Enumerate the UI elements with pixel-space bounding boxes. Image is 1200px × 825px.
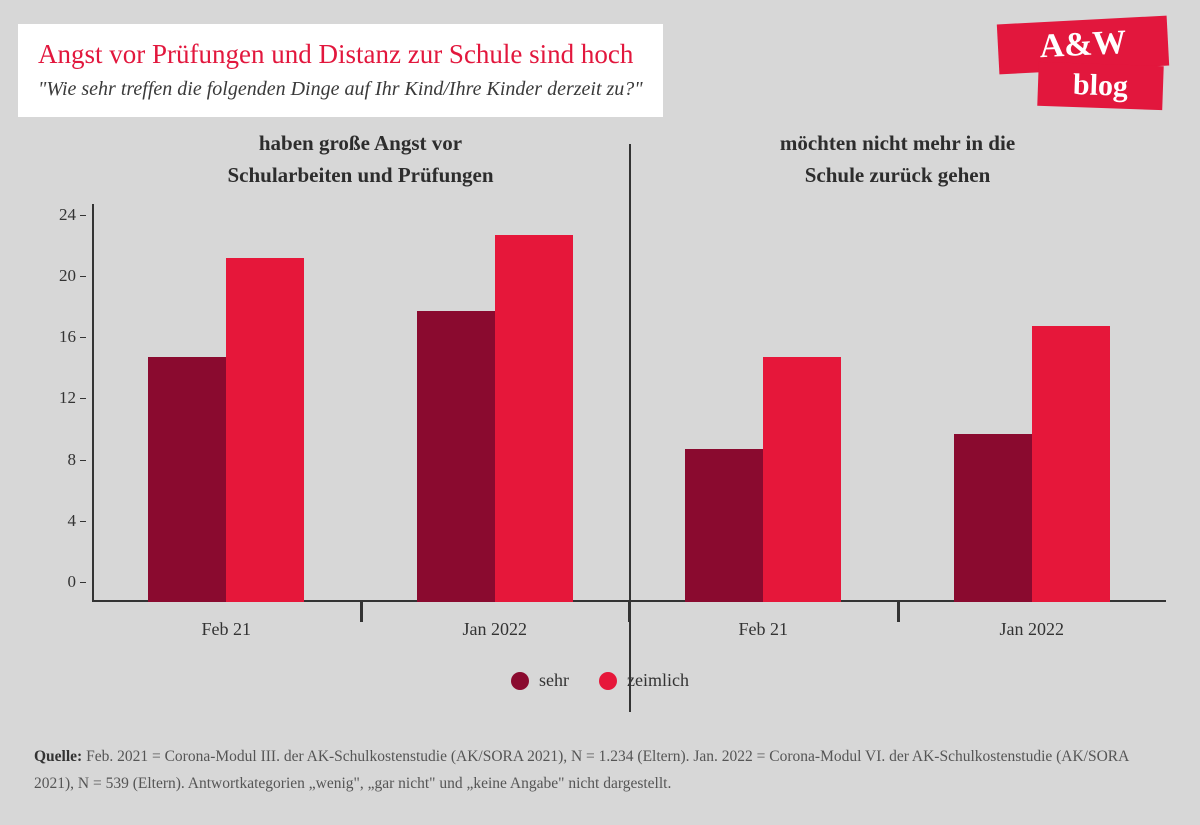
bar-sehr bbox=[417, 311, 495, 602]
panel bbox=[629, 204, 1166, 602]
panel bbox=[92, 204, 629, 602]
bar-group bbox=[629, 204, 898, 602]
legend-swatch bbox=[599, 672, 617, 690]
x-labels: Feb 21Jan 2022Feb 21Jan 2022 bbox=[92, 619, 1166, 640]
plot-area: 04812162024 bbox=[92, 204, 1166, 602]
bar-group bbox=[361, 204, 630, 602]
y-tick: 0 bbox=[36, 572, 76, 592]
page-title: Angst vor Prüfungen und Distanz zur Schu… bbox=[38, 36, 643, 72]
y-tick: 4 bbox=[36, 511, 76, 531]
bar-group bbox=[898, 204, 1167, 602]
bar-zeimlich bbox=[763, 357, 841, 602]
panel-title-1: möchten nicht mehr in die Schule zurück … bbox=[629, 128, 1166, 202]
bar-zeimlich bbox=[495, 235, 573, 602]
bar-sehr bbox=[954, 434, 1032, 602]
x-label: Jan 2022 bbox=[361, 619, 630, 640]
legend-label: sehr bbox=[539, 670, 569, 691]
legend-label: zeimlich bbox=[627, 670, 689, 691]
y-axis: 0 4 8 12 16 20 24 bbox=[34, 204, 86, 602]
y-tick: 16 bbox=[36, 327, 76, 347]
bar-zeimlich bbox=[1032, 326, 1110, 602]
source-label: Quelle: bbox=[34, 748, 82, 765]
y-tick: 24 bbox=[36, 205, 76, 225]
source-text: Feb. 2021 = Corona-Modul III. der AK-Sch… bbox=[34, 748, 1128, 792]
aw-blog-logo: A&W blog bbox=[998, 20, 1178, 110]
y-tick: 12 bbox=[36, 388, 76, 408]
x-label: Feb 21 bbox=[629, 619, 898, 640]
bar-sehr bbox=[148, 357, 226, 602]
bar-group bbox=[92, 204, 361, 602]
source-note: Quelle: Feb. 2021 = Corona-Modul III. de… bbox=[34, 743, 1166, 797]
bar-sehr bbox=[685, 449, 763, 602]
legend: sehr zeimlich bbox=[0, 670, 1200, 691]
y-tick: 8 bbox=[36, 450, 76, 470]
chart: haben große Angst vor Schularbeiten und … bbox=[34, 128, 1166, 658]
title-box: Angst vor Prüfungen und Distanz zur Schu… bbox=[18, 24, 663, 117]
legend-item-sehr: sehr bbox=[511, 670, 569, 691]
x-label: Jan 2022 bbox=[898, 619, 1167, 640]
x-label: Feb 21 bbox=[92, 619, 361, 640]
logo-line2: blog bbox=[1037, 62, 1163, 110]
y-tick: 20 bbox=[36, 266, 76, 286]
bar-zeimlich bbox=[226, 258, 304, 602]
legend-item-zeimlich: zeimlich bbox=[599, 670, 689, 691]
page-subtitle: "Wie sehr treffen die folgenden Dinge au… bbox=[38, 76, 643, 103]
legend-swatch bbox=[511, 672, 529, 690]
panel-title-0: haben große Angst vor Schularbeiten und … bbox=[92, 128, 629, 202]
